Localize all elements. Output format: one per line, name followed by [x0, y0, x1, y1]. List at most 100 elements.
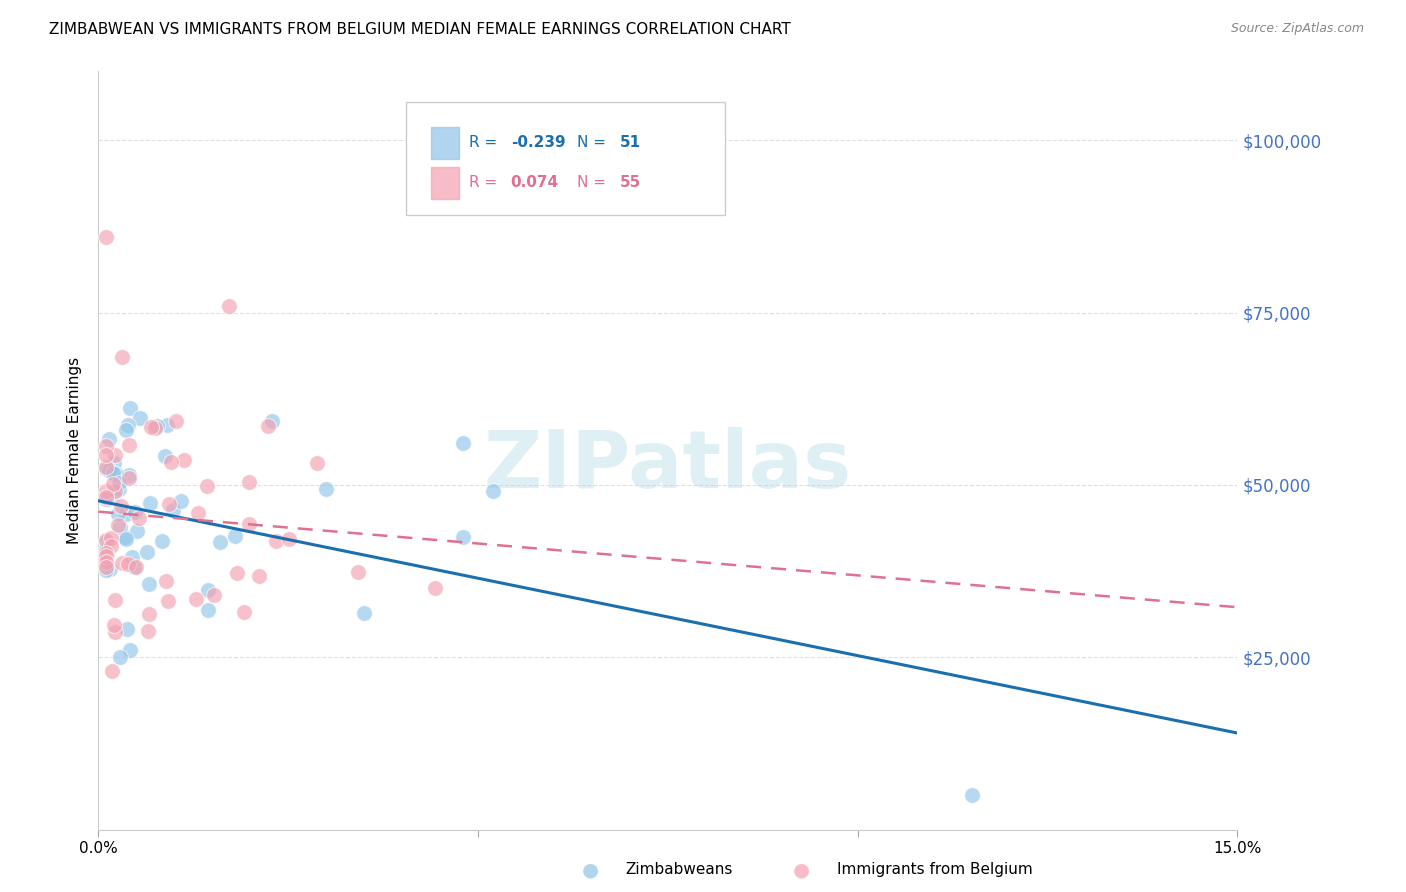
Point	[153, 449, 176, 463]
Point	[141, 420, 163, 434]
Point	[156, 594, 179, 608]
Point	[100, 531, 122, 545]
Point	[100, 539, 122, 553]
Point	[353, 607, 375, 621]
Point	[115, 532, 138, 546]
Point	[101, 476, 124, 491]
Point	[232, 605, 254, 619]
Point	[129, 411, 152, 425]
Point	[98, 562, 121, 576]
Point	[187, 506, 209, 520]
Point	[104, 467, 127, 482]
Point	[262, 414, 284, 428]
Point	[108, 482, 131, 496]
Point	[124, 505, 146, 519]
Point	[150, 534, 173, 549]
Point	[114, 530, 136, 544]
Point	[155, 574, 177, 589]
Text: Zimbabweans: Zimbabweans	[626, 863, 733, 877]
Point	[315, 482, 337, 496]
FancyBboxPatch shape	[432, 167, 460, 199]
Point	[482, 483, 505, 498]
Point	[224, 529, 246, 543]
Text: R =: R =	[468, 176, 502, 190]
Point	[101, 488, 124, 502]
Text: Source: ZipAtlas.com: Source: ZipAtlas.com	[1230, 22, 1364, 36]
Point	[156, 417, 179, 432]
Point	[94, 229, 117, 244]
Point	[117, 417, 139, 432]
Point	[118, 470, 141, 484]
Point	[94, 533, 117, 548]
Point	[118, 467, 141, 482]
Text: ZIMBABWEAN VS IMMIGRANTS FROM BELGIUM MEDIAN FEMALE EARNINGS CORRELATION CHART: ZIMBABWEAN VS IMMIGRANTS FROM BELGIUM ME…	[49, 22, 792, 37]
Point	[108, 649, 131, 664]
Point	[94, 560, 117, 574]
Point	[110, 520, 132, 534]
Point	[101, 466, 124, 480]
Point	[165, 414, 187, 428]
Point	[264, 534, 287, 549]
Text: ●: ●	[582, 860, 599, 880]
Point	[423, 582, 446, 596]
Point	[104, 483, 127, 498]
Point	[94, 549, 117, 564]
Point	[257, 418, 280, 433]
Point	[94, 459, 117, 474]
FancyBboxPatch shape	[432, 127, 460, 159]
Point	[97, 462, 120, 476]
Point	[146, 419, 169, 434]
Text: 0.074: 0.074	[510, 176, 558, 190]
Point	[136, 624, 159, 638]
Point	[143, 421, 166, 435]
Point	[104, 448, 127, 462]
Point	[960, 788, 983, 802]
Point	[195, 479, 218, 493]
Point	[121, 549, 143, 564]
Point	[110, 499, 132, 513]
Point	[278, 533, 301, 547]
Point	[94, 448, 117, 462]
Point	[108, 476, 131, 491]
Text: ZIPatlas: ZIPatlas	[484, 426, 852, 505]
Point	[120, 642, 142, 657]
Point	[186, 591, 208, 606]
Point	[159, 497, 181, 511]
Point	[346, 565, 368, 579]
Point	[94, 541, 117, 556]
Point	[160, 454, 183, 468]
Point	[138, 607, 160, 622]
Point	[115, 622, 138, 636]
Point	[103, 456, 125, 470]
Text: R =: R =	[468, 135, 502, 150]
Point	[107, 518, 129, 533]
Point	[238, 516, 260, 531]
Y-axis label: Median Female Earnings: Median Female Earnings	[67, 357, 83, 544]
Point	[451, 531, 474, 545]
Point	[115, 423, 138, 437]
Point	[94, 563, 117, 577]
Text: 51: 51	[620, 135, 641, 150]
Point	[247, 568, 270, 582]
Point	[197, 603, 219, 617]
Text: ●: ●	[793, 860, 810, 880]
Point	[197, 582, 219, 597]
Point	[100, 664, 122, 678]
Text: Immigrants from Belgium: Immigrants from Belgium	[837, 863, 1032, 877]
Point	[103, 617, 125, 632]
Point	[173, 453, 195, 467]
Point	[98, 432, 121, 446]
Point	[94, 555, 117, 569]
Point	[104, 593, 127, 607]
Point	[94, 490, 117, 504]
Point	[94, 461, 117, 475]
Point	[305, 457, 328, 471]
Point	[136, 545, 159, 559]
Point	[170, 494, 193, 508]
Point	[114, 508, 136, 522]
Point	[238, 475, 260, 490]
Point	[117, 557, 139, 571]
Point	[94, 546, 117, 560]
Point	[110, 350, 132, 364]
Point	[111, 556, 134, 570]
